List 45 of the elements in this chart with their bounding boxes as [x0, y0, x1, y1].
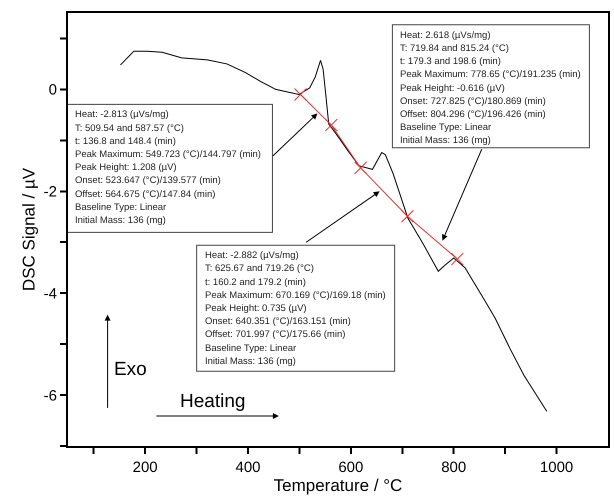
point — [354, 161, 368, 174]
annotation: Baseline Type: Linear — [400, 122, 492, 133]
annotation: Onset: 640.351 (°C)/163.151 (min) — [205, 316, 351, 327]
annotation: Peak Height: 0.735 (µV) — [205, 303, 307, 314]
point — [400, 210, 414, 223]
annotation: Heat: -2.813 (µVs/mg) — [75, 109, 169, 120]
annotation: Offset: 804.296 (°C)/196.426 (min) — [400, 109, 546, 120]
annotation: Initial Mass: 136 (mg) — [75, 215, 166, 226]
y-axis-title: DSC Signal / µV — [20, 167, 39, 292]
y-tick-label: 0 — [48, 82, 57, 99]
x-tick-label: 1000 — [540, 459, 574, 476]
annotation: Offset: 564.675 (°C)/147.84 (min) — [75, 189, 216, 200]
annotation: Initial Mass: 136 (mg) — [205, 356, 296, 367]
annotation: Onset: 727.825 (°C)/180.869 (min) — [400, 96, 546, 107]
annotation: Heating — [180, 391, 246, 412]
annotation: t: 136.8 and 148.4 (min) — [75, 136, 176, 147]
annotation: t: 160.2 and 179.2 (min) — [205, 277, 306, 288]
annotation: Offset: 701.997 (°C)/175.66 (min) — [205, 329, 346, 340]
annotation: Peak Height: -0.616 (µV) — [400, 83, 505, 94]
y-tick-label: -2 — [44, 184, 57, 201]
point — [294, 88, 307, 102]
point — [450, 252, 464, 266]
annotation: T: 719.84 and 815.24 (°C) — [400, 43, 509, 54]
annotation: Peak Maximum: 670.169 (°C)/169.18 (min) — [205, 290, 386, 301]
x-tick-label: 800 — [441, 459, 466, 476]
annotation: t: 179.3 and 198.6 (min) — [400, 56, 501, 67]
annotation: T: 509.54 and 587.57 (°C) — [75, 123, 184, 134]
annotation: Initial Mass: 136 (mg) — [400, 135, 491, 146]
annotation: Peak Maximum: 549.723 (°C)/144.797 (min) — [75, 149, 261, 160]
annotation: Peak Maximum: 778.65 (°C)/191.235 (min) — [400, 69, 581, 80]
annotation: Onset: 523.647 (°C)/139.577 (min) — [75, 175, 221, 186]
annotation: Baseline Type: Linear — [205, 343, 296, 354]
x-tick-label: 400 — [235, 459, 261, 476]
y-tick-label: -4 — [44, 285, 57, 302]
annotation: T: 625.67 and 719.26 (°C) — [205, 263, 314, 274]
annotation: Peak Height: 1.208 (µV) — [75, 162, 177, 173]
annotation: Exo — [114, 359, 147, 380]
annotation: Baseline Type: Linear — [75, 202, 166, 213]
point — [324, 118, 338, 132]
x-tick-label: 600 — [338, 459, 364, 476]
annotation: Heat: 2.618 (µVs/mg) — [400, 30, 490, 41]
x-axis-title: Temperature / °C — [274, 476, 402, 495]
annotation: Heat: -2.882 (µVs/mg) — [205, 250, 299, 261]
y-tick-label: -6 — [44, 387, 57, 404]
x-tick-label: 200 — [132, 459, 158, 476]
